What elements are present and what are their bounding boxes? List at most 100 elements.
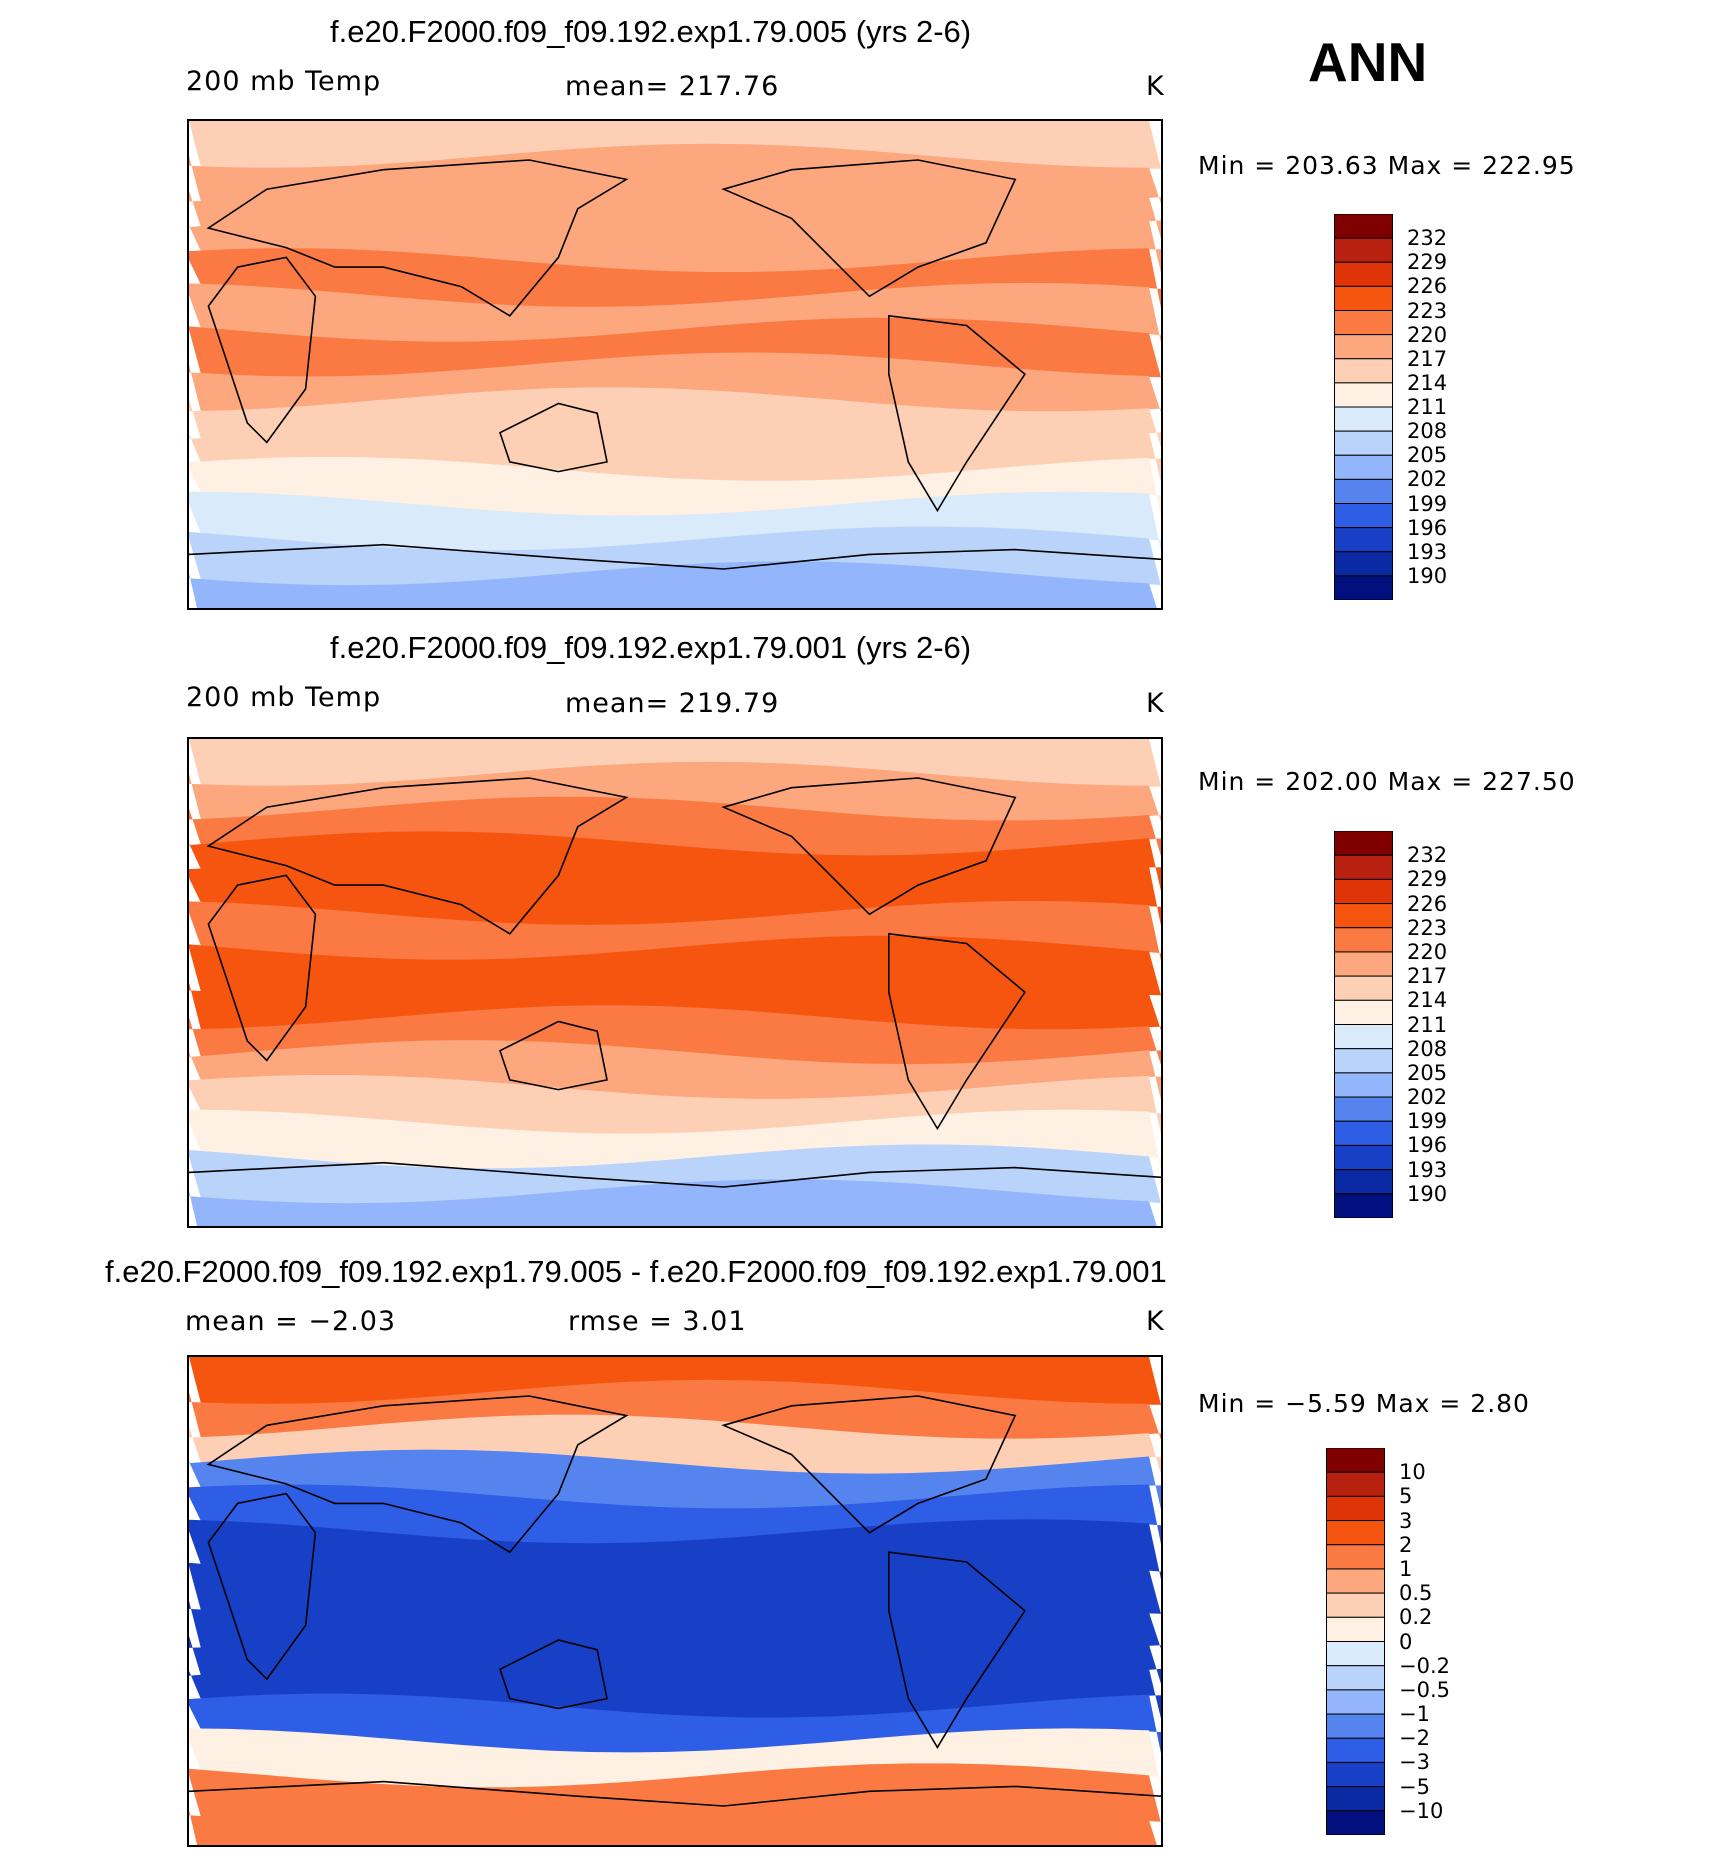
colorbar-swatch	[1334, 854, 1393, 880]
colorbar-tick-label: 10	[1399, 1460, 1426, 1485]
colorbar-swatch	[1334, 1096, 1393, 1122]
colorbar-tick-label: 0.5	[1399, 1581, 1433, 1606]
contour-map	[187, 1355, 1163, 1847]
colorbar-tick-label: 208	[1407, 419, 1448, 444]
colorbar-tick-label: 229	[1407, 250, 1448, 275]
colorbar-swatch	[1334, 975, 1393, 1001]
colorbar-tick-label: −0.5	[1399, 1677, 1450, 1702]
colorbar: 232 229 226 223 220 217 214 211 208 205 202 199 196 1…	[1334, 831, 1447, 1218]
colorbar-swatch	[1334, 831, 1393, 856]
panel-stats: Min = 202.00 Max = 227.50	[1198, 767, 1576, 796]
contour-map	[187, 119, 1163, 610]
coastline	[207, 874, 317, 1062]
contour-band	[189, 1179, 1157, 1226]
colorbar-tick-label: 229	[1407, 867, 1448, 892]
colorbar-swatch	[1334, 1120, 1393, 1146]
colorbar: 232 229 226 223 220 217 214 211 208 205 202 199 196 1…	[1334, 214, 1447, 600]
colorbar-swatch	[1326, 1448, 1385, 1473]
coastline	[206, 1395, 629, 1554]
contour-band	[189, 1040, 1161, 1100]
colorbar-tick-label: 223	[1407, 915, 1448, 940]
colorbar-svg	[1334, 214, 1393, 600]
coastline	[499, 402, 608, 473]
colorbar-tick-label: 2	[1399, 1532, 1413, 1557]
contour-band	[189, 178, 1161, 239]
colorbar-swatch	[1334, 214, 1393, 239]
colorbar-swatch	[1326, 1544, 1385, 1570]
season-label: ANN	[1308, 31, 1428, 93]
colorbar-svg	[1326, 1448, 1385, 1835]
colorbar-tick-label: 223	[1407, 298, 1448, 323]
colorbar-tick-label: 196	[1407, 1133, 1448, 1158]
colorbar-swatch	[1334, 551, 1393, 577]
contour-band	[189, 561, 1157, 608]
colorbar-swatch	[1334, 878, 1393, 905]
colorbar-swatch	[1334, 999, 1393, 1025]
coastline	[721, 1395, 1017, 1534]
colorbar-tick-label: 232	[1407, 226, 1448, 251]
colorbar-swatch	[1334, 1144, 1393, 1171]
panel-title: f.e20.F2000.f09_f09.192.exp1.79.005 (yrs…	[330, 14, 972, 49]
colorbar-tick-label: −0.2	[1399, 1653, 1450, 1678]
contour-band	[189, 526, 1161, 587]
colorbar-swatch	[1334, 527, 1393, 553]
colorbar-tick-label: 190	[1407, 563, 1448, 588]
contour-band	[189, 970, 1161, 1031]
coastline	[888, 314, 1026, 513]
colorbar-tick-label: 214	[1407, 370, 1448, 395]
panel-units: K	[1146, 688, 1165, 719]
colorbar-swatch	[1334, 903, 1393, 929]
colorbar-swatch	[1326, 1665, 1385, 1691]
colorbar-swatch	[1326, 1568, 1385, 1594]
contour-band	[189, 1519, 1161, 1580]
contour-band	[189, 317, 1161, 378]
colorbar-swatch	[1326, 1592, 1385, 1618]
colorbar-tick-label: 202	[1407, 467, 1448, 492]
coastline	[499, 1639, 608, 1710]
contour-band	[189, 1144, 1161, 1205]
colorbar-tick-label: 211	[1407, 1012, 1448, 1037]
contour-band	[189, 457, 1161, 517]
colorbar-tick-label: 232	[1407, 843, 1448, 868]
colorbar-swatch	[1334, 310, 1393, 336]
colorbar-tick-label: 205	[1407, 443, 1448, 468]
coastline	[721, 777, 1017, 916]
colorbar-tick-label: 226	[1407, 891, 1448, 916]
colorbar-swatch	[1326, 1689, 1385, 1715]
colorbar-tick-label: 5	[1399, 1484, 1413, 1509]
colorbar-tick-label: −3	[1399, 1750, 1430, 1775]
contour-band	[189, 248, 1161, 308]
contour-band	[189, 866, 1161, 926]
contour-band	[189, 1658, 1161, 1719]
panel-units: K	[1146, 71, 1165, 102]
colorbar-tick-label: 199	[1407, 491, 1448, 516]
colorbar-swatch	[1334, 358, 1393, 384]
contour-band	[189, 352, 1161, 413]
colorbar-tick-label: −1	[1399, 1702, 1430, 1727]
colorbar-swatch	[1326, 1737, 1385, 1763]
coastline	[888, 1551, 1026, 1749]
contour-band	[189, 387, 1161, 448]
coastline	[207, 1492, 317, 1681]
colorbar-swatch	[1326, 1616, 1385, 1642]
panel-left-label: 200 mb Temp	[186, 66, 382, 97]
coastline	[206, 777, 629, 935]
colorbar: 10 5 3 2 1 0.5 0.2 0 −0.2 −0.5 −1 −2 −3 −5 −10	[1326, 1448, 1450, 1835]
contour-band	[189, 1798, 1157, 1845]
colorbar-swatch	[1334, 382, 1393, 408]
colorbar-swatch	[1326, 1810, 1385, 1835]
panel-title: f.e20.F2000.f09_f09.192.exp1.79.005 - f.…	[105, 1254, 1167, 1289]
colorbar-swatch	[1334, 478, 1393, 505]
colorbar-swatch	[1334, 285, 1393, 312]
colorbar-tick-label: −2	[1399, 1726, 1430, 1751]
contour-band	[189, 491, 1161, 552]
contour-map	[187, 737, 1163, 1228]
colorbar-swatch	[1334, 1072, 1393, 1098]
contour-band	[189, 1005, 1161, 1066]
coastline	[206, 159, 629, 317]
colorbar-swatch	[1326, 1761, 1385, 1788]
contour-band	[189, 1728, 1161, 1789]
colorbar-swatch	[1334, 454, 1393, 480]
colorbar-swatch	[1334, 927, 1393, 953]
panel-center-label: mean= 217.76	[565, 71, 780, 102]
